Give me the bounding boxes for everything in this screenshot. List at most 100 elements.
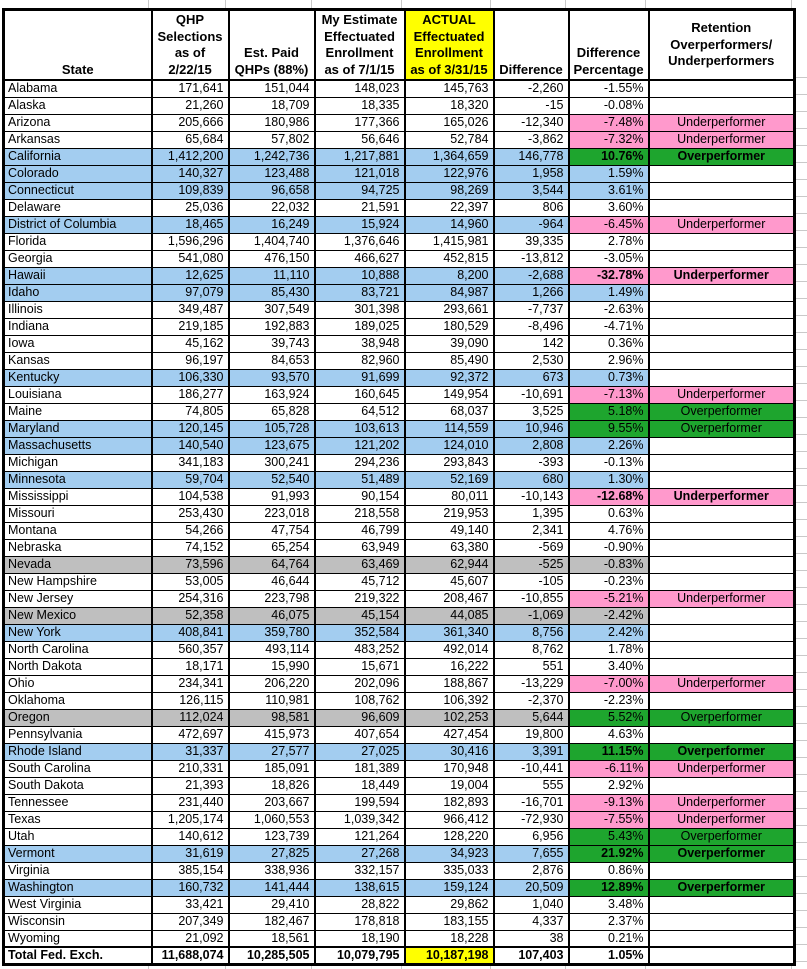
cell-difference-percentage: -2.23% — [567, 691, 650, 710]
cell-retention: Overperformer — [647, 419, 796, 438]
cell-qhp-selections: 106,330 — [150, 368, 230, 387]
cell-actual-enrollment: 18,320 — [403, 96, 495, 115]
cell-actual-enrollment: 14,960 — [403, 215, 495, 234]
cell-state: Florida — [2, 232, 153, 251]
table-row: Nebraska 74,152 65,254 63,949 63,380 -569 -0.9… — [2, 538, 796, 557]
table-row: Indiana 219,185 192,883 189,025 180,529 -8,49… — [2, 317, 796, 336]
table-row: Connecticut 109,839 96,658 94,725 98,269 3,54… — [2, 181, 796, 200]
cell-my-estimate: 219,322 — [313, 589, 406, 608]
cell-actual-enrollment: 98,269 — [403, 181, 495, 200]
cell-my-estimate: 10,079,795 — [313, 946, 406, 965]
cell-est-paid: 182,467 — [227, 912, 316, 931]
cell-difference: 8,762 — [492, 640, 570, 659]
cell-difference-percentage: 5.52% — [567, 708, 650, 727]
cell-est-paid: 206,220 — [227, 674, 316, 693]
cell-difference-percentage: 2.78% — [567, 232, 650, 251]
cell-difference-percentage: -9.13% — [567, 793, 650, 812]
cell-difference: 142 — [492, 334, 570, 353]
cell-retention — [647, 657, 796, 676]
cell-my-estimate: 63,469 — [313, 555, 406, 574]
cell-retention — [647, 946, 796, 965]
cell-difference: 38 — [492, 929, 570, 948]
cell-difference-percentage: 0.86% — [567, 861, 650, 880]
cell-qhp-selections: 210,331 — [150, 759, 230, 778]
cell-difference-percentage: -1.55% — [567, 79, 650, 98]
cell-difference: -569 — [492, 538, 570, 557]
cell-difference-percentage: -2.42% — [567, 606, 650, 625]
cell-difference-percentage: 1.05% — [567, 946, 650, 965]
cell-my-estimate: 301,398 — [313, 300, 406, 319]
cell-qhp-selections: 126,115 — [150, 691, 230, 710]
cell-actual-enrollment: 182,893 — [403, 793, 495, 812]
cell-actual-enrollment: 452,815 — [403, 249, 495, 268]
cell-state: Arizona — [2, 113, 153, 132]
cell-actual-enrollment: 8,200 — [403, 266, 495, 285]
cell-my-estimate: 138,615 — [313, 878, 406, 897]
cell-qhp-selections: 54,266 — [150, 521, 230, 540]
cell-difference: -393 — [492, 453, 570, 472]
cell-qhp-selections: 12,625 — [150, 266, 230, 285]
cell-difference-percentage: 1.49% — [567, 283, 650, 302]
cell-actual-enrollment: 39,090 — [403, 334, 495, 353]
table-row: Louisiana 186,277 163,924 160,645 149,954 -10… — [2, 385, 796, 404]
cell-qhp-selections: 207,349 — [150, 912, 230, 931]
cell-my-estimate: 64,512 — [313, 402, 406, 421]
cell-est-paid: 110,981 — [227, 691, 316, 710]
cell-retention — [647, 895, 796, 914]
cell-retention — [647, 334, 796, 353]
cell-state: Indiana — [2, 317, 153, 336]
cell-actual-enrollment: 92,372 — [403, 368, 495, 387]
cell-state: Connecticut — [2, 181, 153, 200]
cell-difference: 3,544 — [492, 181, 570, 200]
cell-difference: -964 — [492, 215, 570, 234]
cell-est-paid: 185,091 — [227, 759, 316, 778]
cell-retention — [647, 470, 796, 489]
cell-difference-percentage: -7.13% — [567, 385, 650, 404]
cell-retention: Underperformer — [647, 266, 796, 285]
cell-est-paid: 18,709 — [227, 96, 316, 115]
cell-retention — [647, 521, 796, 540]
cell-state: California — [2, 147, 153, 166]
cell-actual-enrollment: 128,220 — [403, 827, 495, 846]
cell-difference: 555 — [492, 776, 570, 795]
cell-difference: 1,266 — [492, 283, 570, 302]
table-row: Arizona 205,666 180,986 177,366 165,026 -12,3… — [2, 113, 796, 132]
cell-state: Nebraska — [2, 538, 153, 557]
cell-est-paid: 22,032 — [227, 198, 316, 217]
cell-my-estimate: 178,818 — [313, 912, 406, 931]
table-row: Mississippi 104,538 91,993 90,154 80,011 -10,… — [2, 487, 796, 506]
table-row: Georgia 541,080 476,150 466,627 452,815 -13,8… — [2, 249, 796, 268]
cell-difference: 107,403 — [492, 946, 570, 965]
cell-qhp-selections: 219,185 — [150, 317, 230, 336]
cell-my-estimate: 294,236 — [313, 453, 406, 472]
table-row: Oregon 112,024 98,581 96,609 102,253 5,644 5.5… — [2, 708, 796, 727]
cell-difference: -10,143 — [492, 487, 570, 506]
cell-actual-enrollment: 145,763 — [403, 79, 495, 98]
cell-actual-enrollment: 208,467 — [403, 589, 495, 608]
cell-actual-enrollment: 34,923 — [403, 844, 495, 863]
cell-difference: -1,069 — [492, 606, 570, 625]
cell-actual-enrollment: 52,169 — [403, 470, 495, 489]
cell-actual-enrollment: 114,559 — [403, 419, 495, 438]
cell-difference: 6,956 — [492, 827, 570, 846]
table-row: Missouri 253,430 223,018 218,558 219,953 1,39… — [2, 504, 796, 523]
cell-retention — [647, 300, 796, 319]
cell-difference: -72,930 — [492, 810, 570, 829]
cell-retention — [647, 572, 796, 591]
cell-retention: Overperformer — [647, 708, 796, 727]
cell-difference-percentage: 3.48% — [567, 895, 650, 914]
cell-actual-enrollment: 85,490 — [403, 351, 495, 370]
cell-actual-enrollment: 19,004 — [403, 776, 495, 795]
cell-est-paid: 1,242,736 — [227, 147, 316, 166]
cell-my-estimate: 38,948 — [313, 334, 406, 353]
cell-qhp-selections: 31,337 — [150, 742, 230, 761]
table-row: Rhode Island 31,337 27,577 27,025 30,416 3,39… — [2, 742, 796, 761]
cell-my-estimate: 28,822 — [313, 895, 406, 914]
cell-state: Colorado — [2, 164, 153, 183]
table-row: New York 408,841 359,780 352,584 361,340 8,75… — [2, 623, 796, 642]
cell-retention: Underperformer — [647, 113, 796, 132]
cell-state: Idaho — [2, 283, 153, 302]
cell-qhp-selections: 231,440 — [150, 793, 230, 812]
cell-state: Montana — [2, 521, 153, 540]
cell-my-estimate: 466,627 — [313, 249, 406, 268]
